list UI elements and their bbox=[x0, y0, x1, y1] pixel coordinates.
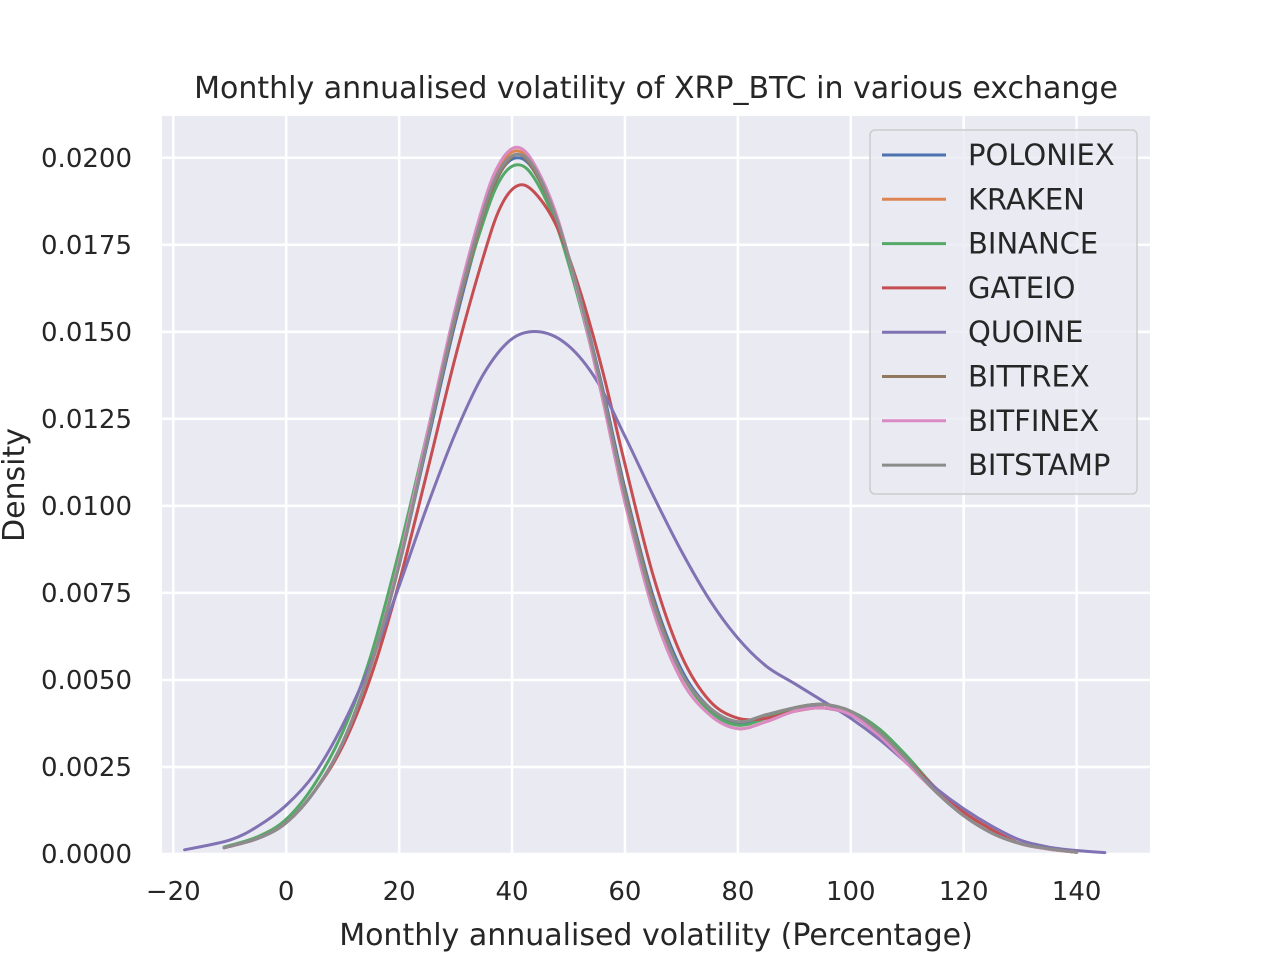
x-tick-label: 100 bbox=[826, 877, 876, 907]
x-tick-label: 40 bbox=[495, 877, 528, 907]
x-tick-label: 80 bbox=[721, 877, 754, 907]
x-tick-labels: −20 0 20 40 60 80 100 120 140 bbox=[146, 877, 1102, 907]
x-axis-title: Monthly annualised volatility (Percentag… bbox=[339, 918, 973, 953]
y-tick-label: 0.0075 bbox=[41, 579, 132, 609]
chart-title: Monthly annualised volatility of XRP_BTC… bbox=[194, 71, 1118, 106]
series-line-quoine bbox=[183, 329, 1107, 855]
legend-label-bitstamp: BITSTAMP bbox=[968, 448, 1110, 482]
y-tick-label: 0.0150 bbox=[41, 318, 132, 348]
y-tick-label: 0.0050 bbox=[41, 666, 132, 696]
x-tick-label: 140 bbox=[1052, 877, 1102, 907]
x-tick-label: 20 bbox=[383, 877, 416, 907]
legend-label-quoine: QUOINE bbox=[968, 315, 1083, 349]
x-tick-label: 0 bbox=[278, 877, 295, 907]
x-tick-label: 120 bbox=[939, 877, 989, 907]
legend-label-gateio: GATEIO bbox=[968, 271, 1075, 305]
legend-label-kraken: KRAKEN bbox=[968, 182, 1085, 216]
x-tick-label: −20 bbox=[146, 877, 201, 907]
y-tick-label: 0.0175 bbox=[41, 231, 132, 261]
series-line-bitstamp bbox=[222, 152, 1079, 854]
x-tick-label: 60 bbox=[608, 877, 641, 907]
legend: POLONIEX KRAKEN BINANCE GATEIO QUOINE BITTREX… bbox=[869, 129, 1138, 495]
legend-label-bitfinex: BITFINEX bbox=[968, 404, 1099, 438]
y-tick-labels: 0.0000 0.0025 0.0050 0.0075 0.0100 0.0125 0.01… bbox=[41, 144, 132, 870]
y-tick-label: 0.0200 bbox=[41, 144, 132, 174]
y-axis-title: Density bbox=[0, 428, 32, 542]
series-lines bbox=[183, 145, 1107, 855]
legend-label-bittrex: BITTREX bbox=[968, 360, 1090, 394]
y-tick-label: 0.0100 bbox=[41, 492, 132, 522]
y-tick-label: 0.0125 bbox=[41, 405, 132, 435]
y-tick-label: 0.0025 bbox=[41, 753, 132, 783]
legend-label-binance: BINANCE bbox=[968, 227, 1098, 261]
legend-box bbox=[869, 129, 1138, 495]
y-tick-label: 0.0000 bbox=[41, 840, 132, 870]
legend-label-poloniex: POLONIEX bbox=[968, 138, 1115, 172]
